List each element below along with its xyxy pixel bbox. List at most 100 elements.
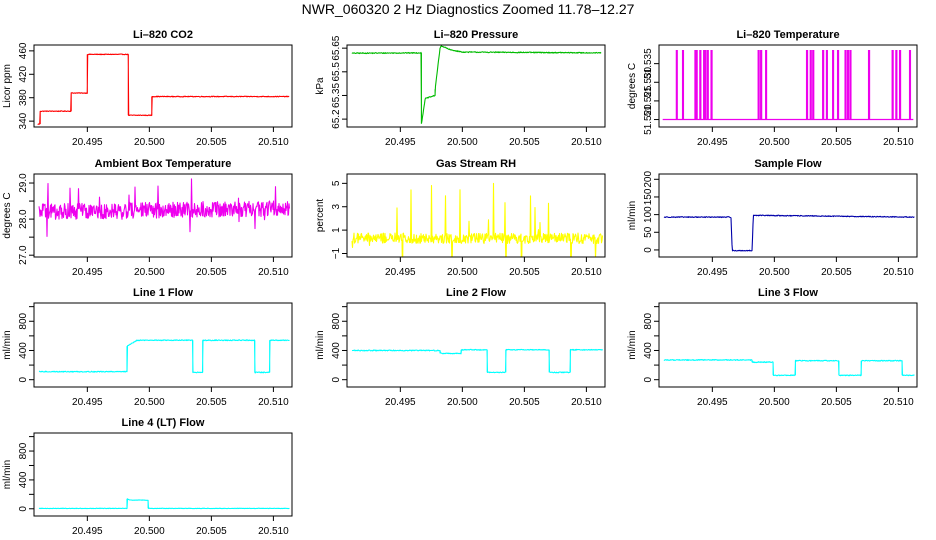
x-tick-label: 20.505 — [821, 397, 852, 408]
x-tick-label: 20.505 — [509, 137, 540, 148]
y-tick-label: 3 — [331, 204, 342, 210]
x-tick-label: 20.510 — [258, 267, 289, 278]
panel-title: Gas Stream RH — [436, 158, 516, 170]
y-tick-label: 460 — [18, 42, 29, 59]
x-tick-label: 20.510 — [883, 137, 914, 148]
plot-area — [351, 45, 602, 124]
x-tick-label: 20.505 — [196, 526, 227, 537]
y-axis-label: ml/min — [2, 330, 13, 359]
panel-5: Gas Stream RH percent 20.495 20.500 20.505 20… — [315, 158, 606, 278]
series-line — [351, 182, 604, 257]
x-tick-label: 20.495 — [697, 267, 728, 278]
x-tick-label: 20.495 — [385, 137, 416, 148]
y-tick-label: 150 — [643, 188, 654, 205]
x-tick-label: 20.495 — [72, 397, 103, 408]
y-axis-label: percent — [315, 199, 326, 233]
x-tick-label: 20.505 — [196, 137, 227, 148]
plot-frame — [33, 44, 293, 128]
x-tick-label: 20.510 — [258, 526, 289, 537]
x-tick-label: 20.500 — [759, 267, 790, 278]
panel-title: Line 2 Flow — [446, 287, 506, 299]
x-tick-label: 20.505 — [821, 137, 852, 148]
series-line — [351, 45, 602, 124]
plot-area — [663, 358, 915, 377]
y-tick-label: 51.530 — [643, 67, 654, 98]
x-tick-label: 20.500 — [759, 397, 790, 408]
x-tick-label: 20.510 — [883, 397, 914, 408]
y-axis-label: ml/min — [627, 201, 638, 230]
panel-8: Line 2 Flow ml/min 20.495 20.500 20.505 20.51… — [315, 287, 606, 408]
series-line — [38, 178, 291, 237]
y-tick-label: 0 — [331, 376, 342, 382]
x-tick-label: 20.510 — [258, 137, 289, 148]
y-tick-label: 420 — [18, 66, 29, 83]
x-tick-label: 20.505 — [196, 267, 227, 278]
x-tick-label: 20.500 — [447, 397, 478, 408]
panel-9: Line 3 Flow ml/min 20.495 20.500 20.505 20.51… — [627, 287, 918, 408]
plot-frame — [33, 432, 293, 517]
panel-2: Li–820 Pressure kPa 20.495 20.500 20.505 20.5… — [315, 29, 606, 148]
plot-frame — [658, 44, 918, 128]
y-tick-label: 400 — [18, 471, 29, 488]
x-tick-label: 20.495 — [697, 397, 728, 408]
x-tick-label: 20.505 — [821, 267, 852, 278]
series-line — [37, 53, 290, 125]
y-tick-label: 51.520 — [643, 104, 654, 135]
x-tick-label: 20.495 — [385, 267, 416, 278]
plot-frame — [346, 44, 606, 128]
y-tick-label: 800 — [643, 312, 654, 329]
plot-frame — [33, 173, 293, 258]
x-tick-label: 20.505 — [196, 397, 227, 408]
panel-10: Line 4 (LT) Flow ml/min 20.495 20.500 20.505… — [2, 417, 293, 537]
y-axis-label: ml/min — [315, 330, 326, 359]
plot-area — [351, 182, 604, 257]
y-tick-label: 0 — [643, 247, 654, 253]
y-tick-label: 65.2 — [331, 109, 342, 129]
plot-frame — [346, 173, 606, 258]
plot-area — [663, 214, 915, 252]
panel-title: Line 3 Flow — [758, 287, 818, 299]
x-tick-label: 20.495 — [72, 137, 103, 148]
y-tick-label: 51.535 — [643, 48, 654, 79]
y-tick-label: 340 — [18, 112, 29, 129]
x-tick-label: 20.510 — [258, 397, 289, 408]
series-line — [38, 498, 290, 510]
y-tick-label: −1 — [331, 247, 342, 259]
plot-frame — [346, 302, 606, 388]
plot-area — [38, 498, 290, 510]
y-axis-label: degrees C — [2, 192, 13, 238]
y-tick-label: 400 — [643, 342, 654, 359]
x-tick-label: 20.510 — [571, 267, 602, 278]
y-tick-label: 1 — [331, 227, 342, 233]
plot-area — [351, 348, 603, 374]
y-tick-label: 51.525 — [643, 85, 654, 116]
x-tick-label: 20.510 — [883, 267, 914, 278]
x-tick-label: 20.495 — [72, 526, 103, 537]
x-tick-label: 20.495 — [72, 267, 103, 278]
x-tick-label: 20.495 — [697, 137, 728, 148]
panel-title: Ambient Box Temperature — [95, 158, 232, 170]
y-axis-label: Licor ppm — [2, 64, 13, 108]
panel-title: Li–820 Temperature — [736, 29, 839, 41]
series-line — [663, 358, 915, 377]
plot-frame — [658, 173, 918, 258]
y-tick-label: 400 — [331, 342, 342, 359]
y-axis-label: degrees C — [627, 63, 638, 109]
y-tick-label: 0 — [18, 506, 29, 512]
y-tick-label: 65.35 — [331, 83, 342, 108]
y-tick-label: 28.0 — [18, 209, 29, 229]
y-tick-label: 0 — [18, 376, 29, 382]
x-tick-label: 20.500 — [134, 137, 165, 148]
panel-title: Line 1 Flow — [133, 287, 193, 299]
x-tick-label: 20.510 — [571, 397, 602, 408]
y-tick-label: 50 — [643, 226, 654, 238]
y-tick-label: 27.0 — [18, 245, 29, 265]
y-tick-label: 200 — [643, 171, 654, 188]
y-axis-label: kPa — [315, 77, 326, 95]
y-axis-label: ml/min — [627, 330, 638, 359]
plot-frame — [658, 302, 918, 388]
panel-6: Sample Flow ml/min 20.495 20.500 20.505 20.51… — [627, 158, 918, 278]
y-tick-label: 65.65 — [331, 35, 342, 60]
x-tick-label: 20.500 — [447, 137, 478, 148]
